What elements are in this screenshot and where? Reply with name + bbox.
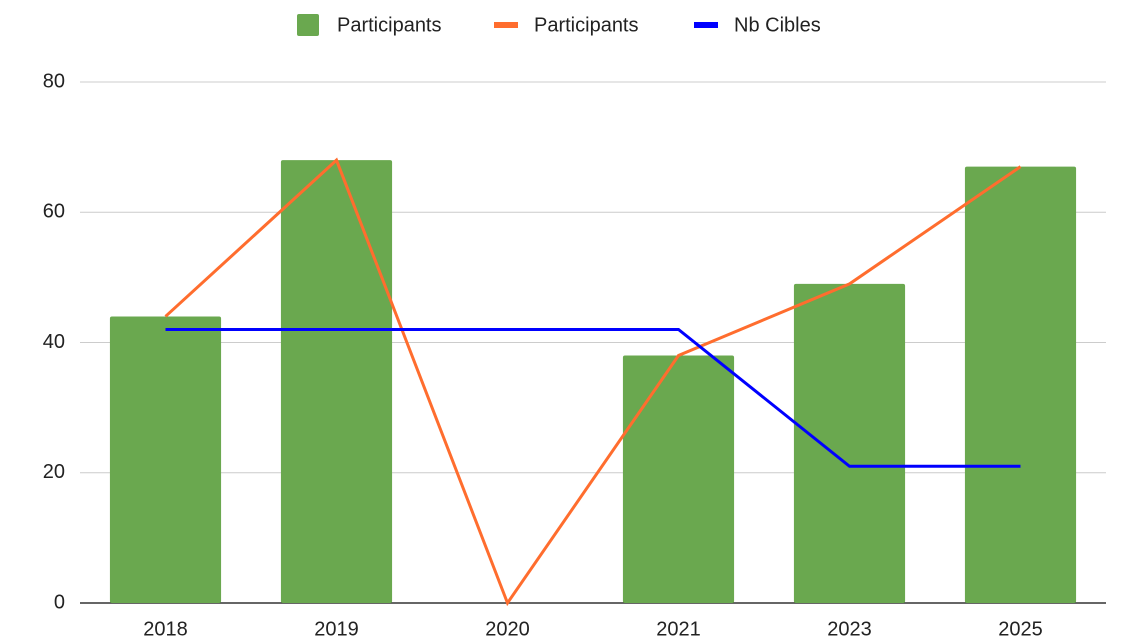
bar	[280, 160, 393, 603]
legend-label: Participants	[337, 14, 442, 36]
bar	[793, 283, 906, 603]
legend-swatch	[694, 22, 718, 28]
y-tick-label: 0	[54, 591, 65, 613]
y-tick-label: 80	[43, 70, 65, 92]
bar	[622, 355, 735, 603]
x-tick-label: 2019	[314, 618, 359, 640]
bar	[964, 166, 1077, 603]
x-tick-label: 2021	[656, 618, 701, 640]
y-tick-label: 60	[43, 201, 65, 223]
y-tick-label: 40	[43, 331, 65, 353]
line	[165, 327, 1021, 468]
x-tick-label: 2018	[143, 618, 188, 640]
x-tick-label: 2023	[827, 618, 872, 640]
legend-label: Nb Cibles	[734, 14, 821, 36]
x-tick-label: 2025	[998, 618, 1043, 640]
legend-swatch	[297, 14, 319, 36]
line	[164, 157, 1022, 607]
x-tick-label: 2020	[485, 618, 530, 640]
bar	[109, 316, 222, 603]
y-tick-label: 20	[43, 461, 65, 483]
legend-swatch	[494, 22, 518, 28]
legend-label: Participants	[534, 14, 639, 36]
